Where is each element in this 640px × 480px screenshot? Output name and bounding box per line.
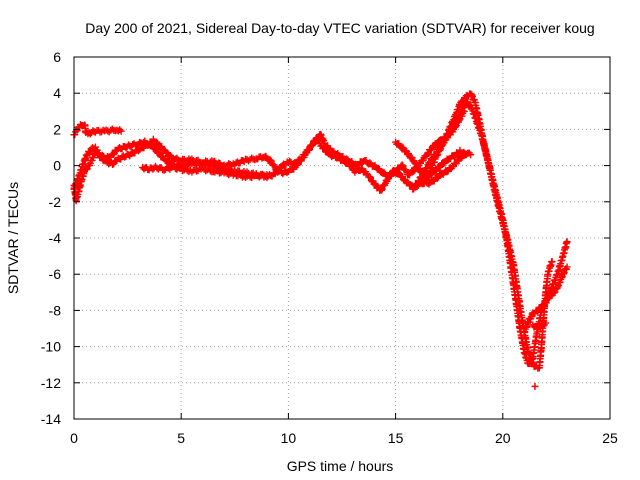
data-point-run (119, 141, 132, 152)
data-point-run (231, 157, 248, 169)
data-point-run (507, 268, 519, 303)
data-point-run (445, 112, 459, 133)
y-tick-label: -4 (49, 230, 62, 246)
data-point-run (419, 169, 433, 188)
series-track-2 (70, 121, 125, 139)
y-tick-label: 4 (53, 85, 61, 101)
y-tick-label: 2 (53, 121, 61, 137)
series-track-4 (139, 162, 271, 182)
data-point-run (449, 155, 463, 170)
data-point-run (364, 171, 377, 186)
data-point-run (126, 148, 139, 160)
data-point-run (546, 258, 556, 270)
data-series (70, 90, 571, 390)
data-point-run (304, 140, 317, 154)
data-point-run (492, 191, 506, 223)
grid-lines (74, 57, 610, 419)
series-track-3 (70, 107, 468, 193)
x-tick-label: 5 (177, 430, 185, 446)
x-axis-label: GPS time / hours (287, 458, 394, 474)
data-point-run (537, 301, 549, 310)
y-tick-label: 0 (53, 158, 61, 174)
data-point-run (486, 164, 500, 197)
data-point-run (297, 149, 311, 165)
data-point-run (462, 98, 474, 110)
data-point-run (533, 303, 544, 315)
series-track-5 (392, 138, 475, 188)
data-point-run (550, 283, 562, 297)
x-tick-label: 10 (281, 430, 297, 446)
x-tick-label: 15 (388, 430, 404, 446)
data-point (531, 382, 539, 390)
y-tick-label: -10 (41, 339, 61, 355)
data-point-run (529, 330, 541, 362)
data-point-run (396, 171, 409, 185)
data-point-run (351, 165, 364, 176)
data-point-run (357, 164, 371, 178)
data-point-run (404, 150, 418, 166)
data-point-run (132, 143, 145, 155)
data-point-run (555, 253, 566, 275)
y-tick-label: -12 (41, 375, 61, 391)
data-point-run (462, 149, 475, 159)
data-point-run (559, 263, 571, 278)
y-tick-label: -2 (49, 194, 62, 210)
x-tick-label: 20 (495, 430, 511, 446)
data-point-run (321, 140, 334, 154)
data-point-run (426, 153, 440, 176)
series-track-8 (520, 238, 571, 336)
y-tick-label: 6 (53, 49, 61, 65)
data-point-run (73, 123, 84, 134)
data-point-run (156, 143, 169, 155)
data-point-run (162, 148, 176, 161)
data-point-run (377, 176, 390, 194)
x-tick-label: 25 (602, 430, 618, 446)
data-point-run (404, 167, 418, 179)
data-point-run (417, 151, 431, 165)
data-point-run (471, 98, 483, 123)
series-track-9 (529, 319, 550, 333)
series-outlier (531, 382, 539, 390)
data-point-run (151, 145, 163, 157)
data-point-run (113, 143, 126, 155)
data-point-run (252, 170, 271, 181)
data-point-run (366, 159, 379, 170)
data-point-run (512, 295, 524, 331)
data-point-run (439, 126, 453, 149)
data-point-run (415, 168, 429, 185)
data-point-run (456, 93, 469, 109)
data-point-run (119, 150, 132, 161)
data-point-run (480, 139, 494, 171)
data-point-run (537, 319, 550, 329)
y-tick-label: -6 (49, 266, 62, 282)
data-point-run (503, 237, 515, 272)
data-point-run (533, 322, 544, 333)
y-tick-label: -14 (41, 411, 61, 427)
data-point-run (546, 280, 558, 297)
data-point-run (113, 126, 125, 135)
data-point-run (83, 147, 94, 160)
y-axis-label: SDTVAR / TECUs (5, 182, 21, 294)
data-point-run (443, 163, 456, 176)
data-point-run (102, 157, 115, 168)
data-point-run (559, 238, 571, 260)
data-point-run (334, 150, 347, 161)
axis-ticks: 0 5 10 15 20 25 -14 -12 -10 -8 -6 -4 -2 0 2 4 6 (41, 49, 618, 446)
y-tick-label: -8 (49, 302, 62, 318)
data-point-run (134, 138, 147, 148)
data-point-run (149, 135, 163, 150)
chart-title: Day 200 of 2021, Sidereal Day-to-day VTE… (85, 20, 594, 36)
x-tick-label: 0 (70, 430, 78, 446)
